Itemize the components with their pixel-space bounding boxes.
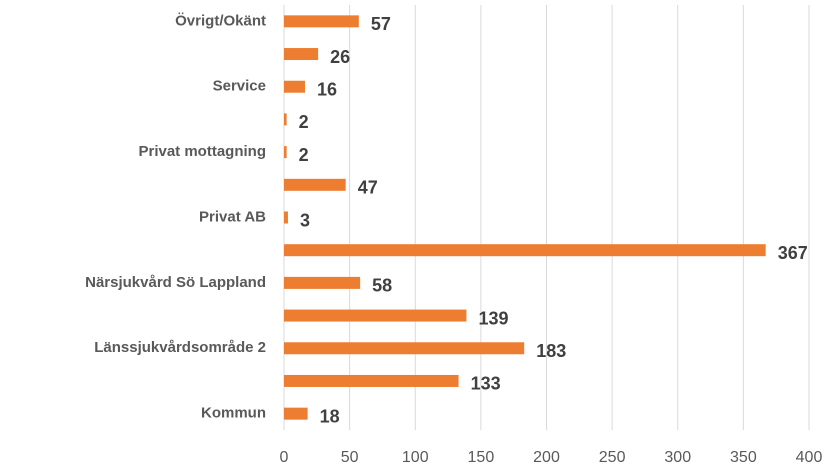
x-tick-label: 150 <box>468 449 495 466</box>
x-tick-label: 200 <box>533 449 560 466</box>
data-label: 183 <box>536 341 566 361</box>
bar <box>284 146 287 159</box>
data-label: 139 <box>478 308 508 328</box>
bar <box>284 211 288 224</box>
data-label: 18 <box>320 406 340 426</box>
bar <box>284 80 305 93</box>
bar <box>284 113 287 126</box>
data-label: 58 <box>372 276 392 296</box>
x-tick-label: 300 <box>664 449 691 466</box>
data-label: 16 <box>317 79 337 99</box>
bar <box>284 342 525 355</box>
x-tick-label: 400 <box>796 449 823 466</box>
x-tick-label: 50 <box>341 449 359 466</box>
data-label: 133 <box>471 374 501 394</box>
bar <box>284 15 359 28</box>
x-tick-label: 350 <box>730 449 757 466</box>
y-tick-label: Kommun <box>201 405 266 422</box>
y-tick-label: Privat AB <box>199 208 266 225</box>
bar <box>284 407 308 420</box>
bar <box>284 276 361 289</box>
bar <box>284 178 346 191</box>
y-tick-label: Service <box>213 78 266 95</box>
bar <box>284 48 319 61</box>
y-tick-label: Övrigt/Okänt <box>175 12 266 29</box>
data-label: 2 <box>299 145 309 165</box>
y-tick-label: Privat mottagning <box>138 143 266 160</box>
y-tick-label: Närsjukvård Sö Lappland <box>85 274 266 291</box>
data-label: 2 <box>299 112 309 132</box>
data-label: 57 <box>371 14 391 34</box>
x-tick-label: 0 <box>280 449 289 466</box>
data-label: 26 <box>330 47 350 67</box>
x-tick-label: 250 <box>599 449 626 466</box>
data-label: 3 <box>300 210 310 230</box>
data-label: 47 <box>358 178 378 198</box>
y-tick-label: Länssjukvårdsområde 2 <box>94 339 266 356</box>
bar <box>284 244 766 257</box>
x-tick-label: 100 <box>402 449 429 466</box>
data-label: 367 <box>778 243 808 263</box>
bar <box>284 374 459 387</box>
bar <box>284 309 467 322</box>
